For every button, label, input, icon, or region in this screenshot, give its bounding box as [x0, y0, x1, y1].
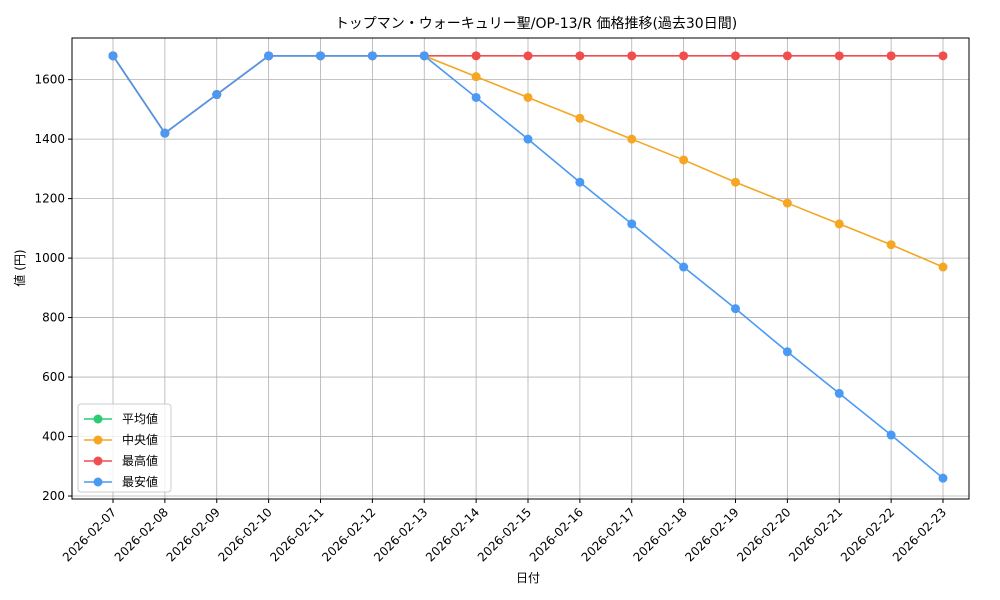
x-tick-label: 2026-02-14 [423, 505, 482, 564]
y-tick-label: 600 [42, 370, 65, 384]
y-tick-label: 1200 [34, 192, 65, 206]
x-tick-label: 2026-02-18 [631, 505, 690, 564]
data-point [782, 51, 792, 61]
data-point [938, 262, 948, 272]
x-tick-label: 2026-02-21 [786, 505, 845, 564]
x-tick-label: 2026-02-07 [60, 505, 119, 564]
data-point [367, 51, 377, 61]
data-point [834, 219, 844, 229]
data-point [782, 198, 792, 208]
data-point [575, 177, 585, 187]
data-point [679, 51, 689, 61]
plot-frame [71, 37, 970, 500]
x-tick-label: 2026-02-09 [164, 505, 223, 564]
data-point [212, 90, 222, 100]
data-point [627, 51, 637, 61]
legend-marker [93, 435, 103, 445]
x-tick-label: 2026-02-17 [579, 505, 638, 564]
x-tick-label: 2026-02-10 [216, 505, 275, 564]
data-point [679, 262, 689, 272]
data-point [627, 134, 637, 144]
data-point [264, 51, 274, 61]
y-tick-label: 200 [42, 489, 65, 503]
data-point [834, 388, 844, 398]
data-point [886, 430, 896, 440]
legend-label: 最安値 [122, 474, 158, 489]
data-point [523, 51, 533, 61]
x-tick-label: 2026-02-20 [734, 505, 793, 564]
y-tick-label: 1400 [34, 132, 65, 146]
data-point [938, 51, 948, 61]
legend-marker [93, 477, 103, 487]
x-tick-label: 2026-02-16 [527, 505, 586, 564]
data-point [419, 51, 429, 61]
data-point [731, 51, 740, 61]
y-tick-label: 1600 [34, 73, 65, 87]
data-point [575, 113, 585, 123]
legend-label: 中央値 [122, 432, 158, 447]
x-tick-label: 2026-02-13 [371, 505, 430, 564]
data-point [731, 177, 740, 187]
legend-label: 平均値 [122, 411, 158, 426]
data-point [523, 134, 533, 144]
data-point [471, 51, 481, 61]
data-point [160, 128, 170, 138]
data-point [938, 473, 948, 483]
x-tick-label: 2026-02-12 [319, 505, 378, 564]
data-point [886, 51, 896, 61]
y-tick-label: 1000 [34, 251, 65, 265]
legend-box [77, 403, 172, 493]
y-tick-label: 400 [42, 430, 65, 444]
chart-title: トップマン・ウォーキュリー聖/OP-13/R 価格推移(過去30日間) [335, 16, 737, 32]
x-tick-label: 2026-02-23 [890, 505, 949, 564]
grid-layer [72, 38, 969, 499]
x-tick-label: 2026-02-19 [682, 505, 741, 564]
data-point [679, 155, 689, 165]
data-point [471, 72, 481, 82]
data-point [471, 92, 481, 102]
data-point [627, 219, 637, 229]
data-point [834, 51, 844, 61]
data-point [886, 240, 896, 250]
y-tick-label: 800 [42, 311, 65, 325]
series-3 [108, 51, 948, 483]
x-tick-label: 2026-02-08 [112, 505, 171, 564]
data-point [316, 51, 325, 61]
x-tick-label: 2026-02-22 [838, 505, 897, 564]
y-axis-label: 値 (円) [12, 249, 27, 286]
legend-marker [93, 456, 103, 466]
legend-label: 最高値 [122, 453, 158, 468]
data-point [108, 51, 118, 61]
x-tick-label: 2026-02-15 [475, 505, 534, 564]
data-point [731, 304, 740, 314]
series-layer [108, 51, 948, 483]
data-point [782, 347, 792, 357]
legend-marker [93, 414, 103, 424]
x-tick-label: 2026-02-11 [267, 505, 326, 564]
data-point [575, 51, 585, 61]
data-point [523, 92, 533, 102]
ticks-layer: 2026-02-072026-02-082026-02-092026-02-10… [34, 73, 949, 565]
x-axis-label: 日付 [516, 571, 540, 585]
